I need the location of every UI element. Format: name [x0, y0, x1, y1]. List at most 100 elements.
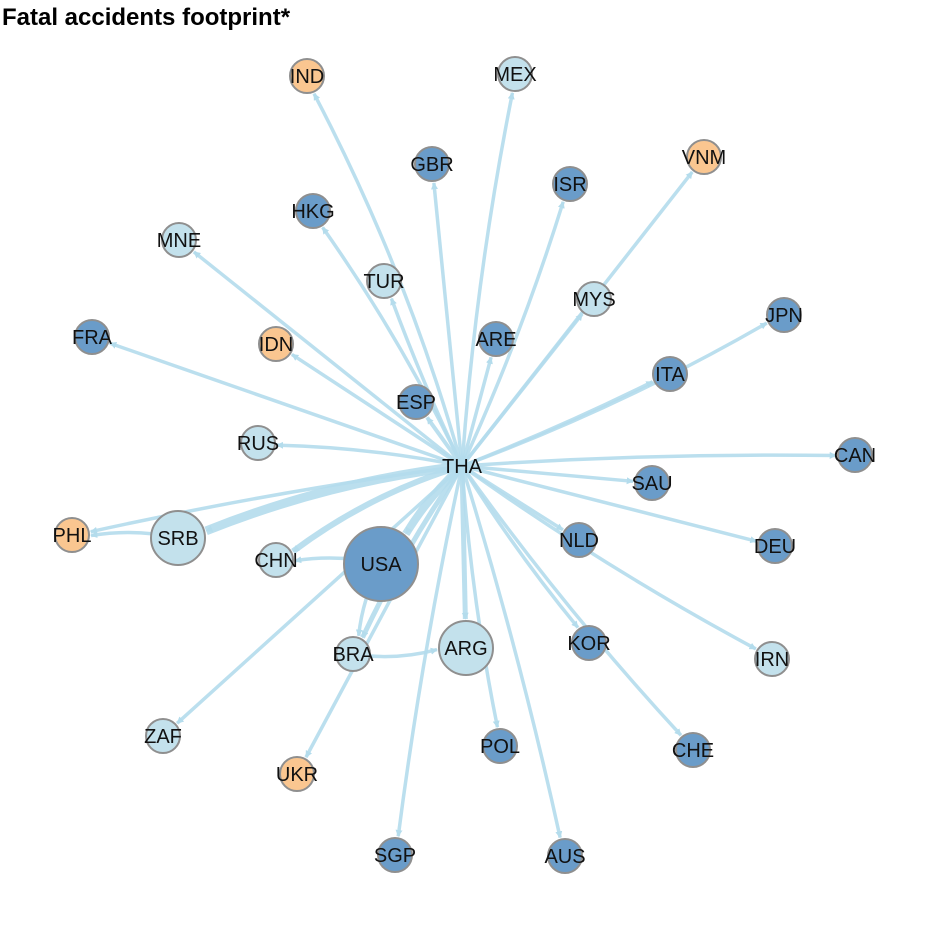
node-ita: ITA [652, 356, 688, 392]
node-label: BRA [332, 644, 374, 666]
node-circle [54, 517, 90, 553]
node-circle [74, 319, 110, 355]
node-label: MYS [572, 289, 615, 311]
node-phl: PHL [53, 517, 92, 553]
node-irn: IRN [754, 641, 790, 677]
node-pol: POL [480, 728, 520, 764]
node-circle [145, 718, 181, 754]
edge-tha-deu [461, 464, 758, 544]
node-circle [414, 146, 450, 182]
node-label: FRA [72, 327, 113, 349]
node-rus: RUS [237, 425, 279, 461]
node-zaf: ZAF [144, 718, 182, 754]
node-circle [343, 526, 419, 602]
node-ukr: UKR [276, 756, 318, 792]
node-label: GBR [410, 154, 453, 176]
node-circle [686, 139, 722, 175]
node-label: ITA [655, 364, 685, 386]
node-label: IRN [755, 649, 789, 671]
node-label: POL [480, 736, 520, 758]
node-jpn: JPN [765, 297, 803, 333]
node-label: CAN [834, 445, 876, 467]
edge-tha-che [460, 464, 683, 737]
node-esp: ESP [396, 384, 436, 420]
edge-tha-aus [460, 465, 563, 839]
node-label: PHL [53, 525, 92, 547]
node-label: MNE [157, 230, 201, 252]
edge-tha-ukr [304, 465, 464, 759]
edge-tha-mex [460, 92, 515, 467]
node-srb: SRB [150, 510, 206, 566]
node-circle [482, 728, 518, 764]
edge-tha-mne [192, 250, 464, 468]
node-label: JPN [765, 305, 803, 327]
edge-tha-isr [460, 201, 565, 467]
edge-tha-tur [389, 297, 464, 467]
node-ind: IND [289, 58, 325, 94]
node-can: CAN [834, 437, 876, 473]
node-label: ESP [396, 392, 436, 414]
node-circle [258, 326, 294, 362]
node-vnm: VNM [682, 139, 726, 175]
node-circle [258, 542, 294, 578]
node-circle [561, 522, 597, 558]
edge-tha-ita [461, 380, 654, 468]
node-circle [571, 625, 607, 661]
page-title: Fatal accidents footprint* [2, 4, 291, 31]
node-label: UKR [276, 764, 318, 786]
edge-tha-are [460, 356, 493, 467]
node-circle [279, 756, 315, 792]
node-circle [295, 193, 331, 229]
node-circle [240, 425, 276, 461]
node-label: CHE [672, 740, 714, 762]
node-label: HKG [291, 201, 334, 223]
node-label: SAU [631, 473, 672, 495]
node-label: AUS [544, 846, 585, 868]
node-label: USA [360, 554, 402, 576]
edge-tha-idn [290, 352, 463, 468]
node-circle [837, 437, 873, 473]
node-circle [377, 837, 413, 873]
node-label: RUS [237, 433, 279, 455]
node-label: IDN [259, 334, 293, 356]
node-label: DEU [754, 536, 796, 558]
node-circle [652, 356, 688, 392]
node-circle [335, 636, 371, 672]
node-are: ARE [475, 321, 517, 357]
node-label: KOR [567, 633, 610, 655]
node-circle [754, 641, 790, 677]
node-circle [766, 297, 802, 333]
node-label: ISR [553, 174, 586, 196]
edge-tha-can [461, 451, 837, 468]
node-arg: ARG [438, 620, 494, 676]
node-label: ZAF [144, 726, 182, 748]
node-hkg: HKG [291, 193, 335, 229]
edge-tha-zaf [175, 464, 464, 725]
edge-tha-srb [204, 461, 463, 536]
node-mne: MNE [157, 222, 201, 258]
nodes-layer: THA IND MEX GBR VNM ISR HKG MNE TUR MYS FRA IDN ARE J… [53, 56, 876, 874]
node-circle [675, 732, 711, 768]
edge-tha-chn [291, 463, 463, 554]
node-circle [547, 838, 583, 874]
node-mex: MEX [493, 56, 537, 92]
edge-tha-irn [460, 464, 757, 651]
node-label: THA [442, 456, 483, 478]
node-circle [289, 58, 325, 94]
node-isr: ISR [552, 166, 588, 202]
node-usa: USA [343, 526, 419, 602]
node-gbr: GBR [410, 146, 454, 182]
node-sau: SAU [631, 465, 673, 501]
edge-tha-gbr [431, 182, 464, 467]
edge-tha-mys [460, 312, 584, 468]
node-tha: THA [442, 456, 483, 478]
node-circle [161, 222, 197, 258]
node-circle [552, 166, 588, 202]
node-circle [150, 510, 206, 566]
edge-tha-rus [276, 441, 463, 468]
node-circle [398, 384, 434, 420]
node-circle [366, 263, 402, 299]
edge-tha-fra [109, 341, 463, 468]
node-idn: IDN [258, 326, 294, 362]
